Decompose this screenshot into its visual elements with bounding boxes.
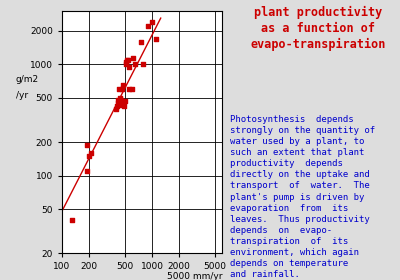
Point xyxy=(124,57,130,62)
Point xyxy=(129,87,135,91)
Point xyxy=(115,101,121,105)
Point xyxy=(118,103,125,107)
Point xyxy=(117,95,123,100)
Point xyxy=(145,24,151,29)
Point xyxy=(115,97,121,102)
Point xyxy=(126,65,132,69)
Point xyxy=(121,104,127,108)
Point xyxy=(130,55,136,60)
Point xyxy=(138,39,144,44)
Point xyxy=(84,142,90,147)
Point xyxy=(152,36,159,41)
Point xyxy=(116,87,122,91)
Text: /yr: /yr xyxy=(16,92,28,101)
Point xyxy=(69,218,76,222)
Point xyxy=(122,99,128,103)
Text: 5000 mm/yr: 5000 mm/yr xyxy=(166,272,222,280)
Point xyxy=(88,151,94,155)
Point xyxy=(86,154,92,158)
Point xyxy=(118,97,124,102)
Point xyxy=(122,60,129,64)
Text: Photosynthesis  depends
strongly on the quantity of
water used by a plant, to
su: Photosynthesis depends strongly on the q… xyxy=(230,115,375,279)
Point xyxy=(126,87,132,91)
Point xyxy=(119,87,126,91)
Point xyxy=(84,169,90,173)
Text: plant productivity
as a function of
evapo-transpiration: plant productivity as a function of evap… xyxy=(250,6,386,51)
Point xyxy=(120,83,126,87)
Point xyxy=(125,57,131,62)
Point xyxy=(114,104,120,108)
Point xyxy=(140,62,146,67)
Point xyxy=(149,20,155,24)
Text: g/m2: g/m2 xyxy=(16,74,39,83)
Point xyxy=(132,62,138,67)
Point xyxy=(113,106,119,111)
Point xyxy=(123,62,130,67)
